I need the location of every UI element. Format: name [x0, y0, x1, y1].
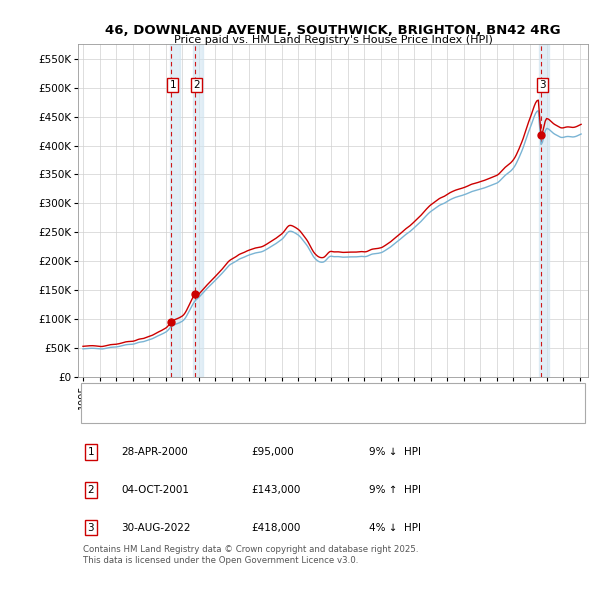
Text: 3: 3 — [88, 523, 94, 533]
Text: 30-AUG-2022: 30-AUG-2022 — [121, 523, 191, 533]
Text: £418,000: £418,000 — [251, 523, 301, 533]
Text: 9% ↑  HPI: 9% ↑ HPI — [368, 485, 421, 495]
Text: 46, DOWNLAND AVENUE, SOUTHWICK, BRIGHTON, BN42 4RG: 46, DOWNLAND AVENUE, SOUTHWICK, BRIGHTON… — [105, 24, 561, 37]
Text: Price paid vs. HM Land Registry's House Price Index (HPI): Price paid vs. HM Land Registry's House … — [173, 35, 493, 45]
Text: 04-OCT-2001: 04-OCT-2001 — [121, 485, 190, 495]
Text: Contains HM Land Registry data © Crown copyright and database right 2025.
This d: Contains HM Land Registry data © Crown c… — [83, 545, 419, 565]
Text: 2: 2 — [88, 485, 94, 495]
Bar — [193, 44, 203, 377]
Bar — [170, 44, 179, 377]
Text: £143,000: £143,000 — [251, 485, 301, 495]
Text: £95,000: £95,000 — [251, 447, 294, 457]
Text: 1: 1 — [170, 80, 176, 90]
Text: 28-APR-2000: 28-APR-2000 — [121, 447, 188, 457]
Text: 2: 2 — [193, 80, 200, 90]
Text: 1: 1 — [88, 447, 94, 457]
Text: 9% ↓  HPI: 9% ↓ HPI — [368, 447, 421, 457]
Text: HPI: Average price, semi-detached house, Adur: HPI: Average price, semi-detached house,… — [134, 411, 372, 421]
Text: 3: 3 — [539, 80, 546, 90]
Text: 46, DOWNLAND AVENUE, SOUTHWICK, BRIGHTON, BN42 4RG (semi-detached house): 46, DOWNLAND AVENUE, SOUTHWICK, BRIGHTON… — [134, 386, 566, 396]
Text: 4% ↓  HPI: 4% ↓ HPI — [368, 523, 421, 533]
Bar — [539, 44, 550, 377]
